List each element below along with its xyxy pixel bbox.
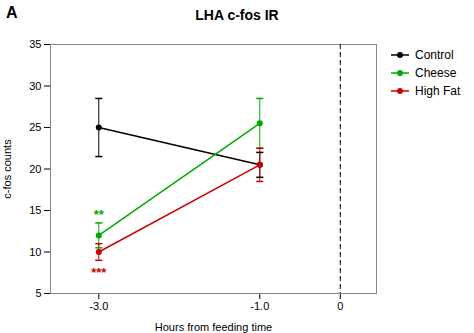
svg-text:15: 15 (29, 204, 41, 216)
svg-text:20: 20 (29, 163, 41, 175)
svg-text:25: 25 (29, 121, 41, 133)
html-text:High Fat: High Fat (415, 84, 461, 98)
svg-text:5: 5 (35, 287, 41, 299)
html-text:LHA c-fos IR: LHA c-fos IR (195, 7, 279, 23)
html-text:Cheese: Cheese (415, 66, 457, 80)
svg-text:Hours from feeding time: Hours from feeding time (155, 321, 272, 333)
svg-text:***: *** (91, 265, 107, 280)
svg-text:-3.0: -3.0 (89, 300, 108, 312)
html-text:A: A (6, 4, 18, 21)
svg-text:35: 35 (29, 38, 41, 50)
svg-text:c-fos counts: c-fos counts (1, 139, 13, 199)
svg-text:-1.0: -1.0 (250, 300, 269, 312)
svg-text:**: ** (94, 207, 105, 222)
svg-text:10: 10 (29, 246, 41, 258)
svg-text:30: 30 (29, 80, 41, 92)
html-text:Control: Control (415, 48, 454, 62)
svg-text:0: 0 (337, 300, 343, 312)
